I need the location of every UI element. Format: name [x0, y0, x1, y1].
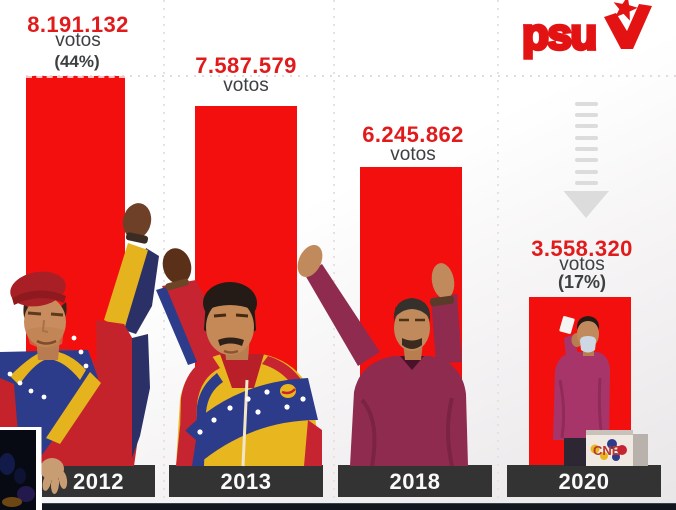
svg-text:psu: psu: [522, 10, 596, 59]
svg-text:CNE: CNE: [593, 443, 621, 458]
